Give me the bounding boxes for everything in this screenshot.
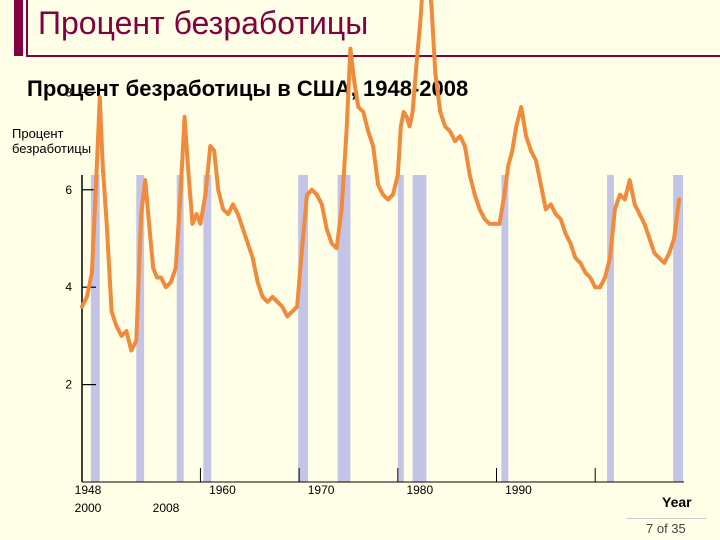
recession-bar-7 (412, 175, 427, 482)
recession-bar-8 (501, 175, 509, 482)
recession-bar-5 (337, 175, 351, 482)
title-underline (26, 55, 720, 57)
y-ticks: 24681012% (59, 0, 96, 392)
axes (81, 175, 684, 483)
recession-bar-4 (298, 175, 308, 482)
x-tick-label-2000: 2000 (75, 501, 102, 515)
page-number: 7 of 35 (646, 521, 686, 536)
recession-bar-6 (397, 175, 404, 482)
recession-bar-0 (90, 175, 100, 482)
x-tick-label-1970: 1970 (308, 483, 335, 497)
x-tick-label-1960: 1960 (209, 483, 236, 497)
title-accent-bar (14, 0, 23, 56)
y-axis-label: Процент безработицы (12, 126, 92, 156)
recession-bar-2 (176, 175, 184, 482)
x-tick-label-1990: 1990 (505, 483, 532, 497)
series-group (80, 0, 682, 353)
title-accent-line (26, 0, 28, 56)
recession-bar-10 (673, 175, 684, 482)
title-bar: Процент безработицы (0, 0, 720, 58)
recession-bars (90, 175, 684, 482)
y-tick-label-2: 2 (65, 378, 72, 392)
page-rule (626, 518, 706, 519)
x-tick-label-1980: 1980 (406, 483, 433, 497)
y-tick-label-6: 6 (65, 183, 72, 197)
y-tick-label-4: 4 (65, 280, 72, 294)
recession-bar-1 (136, 175, 145, 482)
recession-bar-9 (607, 175, 614, 482)
series-line-unemployment (80, 0, 682, 353)
recession-bar-3 (203, 175, 212, 482)
x-ticks: 1948 1960 1970 1980 1990 2000 2008 (75, 468, 596, 515)
y-tick-label-10: 10 (59, 0, 73, 2)
x-tick-label-2008: 2008 (153, 501, 180, 515)
x-tick-label-1948: 1948 (75, 483, 102, 497)
slide-title: Процент безработицы (38, 5, 369, 41)
y-tick-label-8: 8 (65, 85, 72, 99)
x-axis-label: Year (662, 494, 692, 510)
